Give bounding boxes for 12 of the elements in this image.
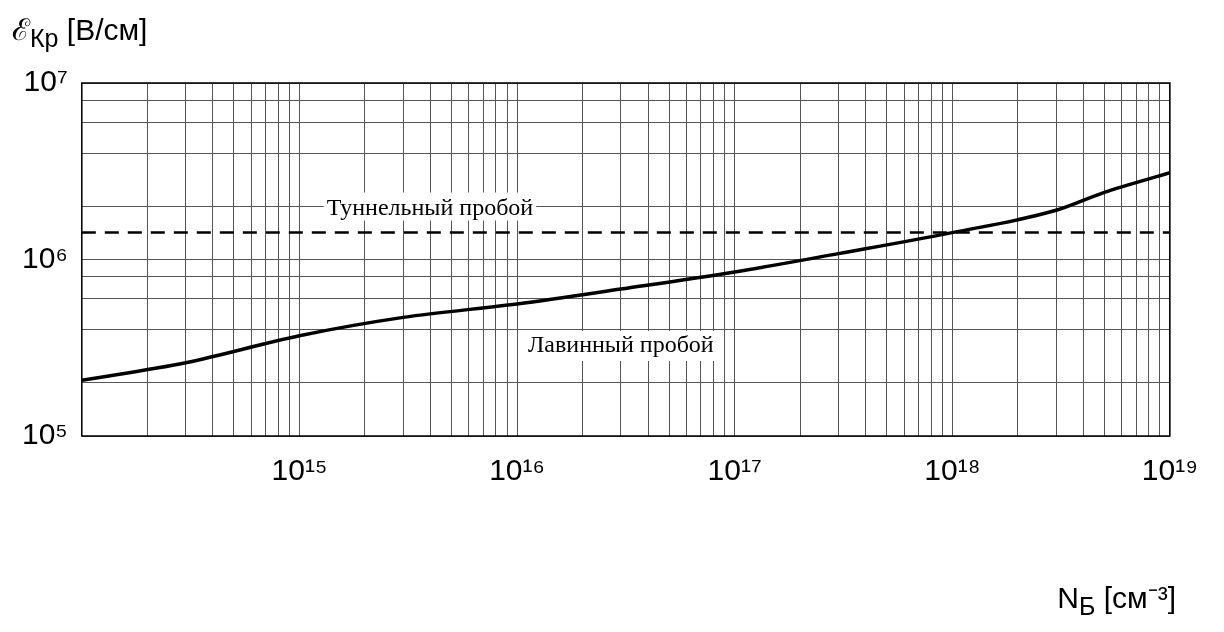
- y-tick-label: 10⁶: [22, 240, 68, 274]
- x-axis-title: N$_{Б}$ [см⁻³]: [1057, 580, 1176, 621]
- y-tick-label: 10⁷: [23, 64, 68, 98]
- x-tick-label: 10¹⁵: [271, 453, 328, 487]
- series-label: Лавинный пробой: [528, 331, 714, 358]
- y-axis-title: ℰ$_{Кр}$ [В/см]: [12, 12, 148, 53]
- x-tick-label: 10¹⁶: [489, 453, 545, 487]
- x-tick-label: 10¹⁷: [707, 453, 762, 487]
- ref-line-label: Туннельный пробой: [326, 193, 534, 220]
- x-tick-label: 10¹⁸: [924, 453, 981, 487]
- x-tick-label: 10¹⁹: [1141, 453, 1199, 487]
- y-tick-label: 10⁵: [21, 417, 68, 451]
